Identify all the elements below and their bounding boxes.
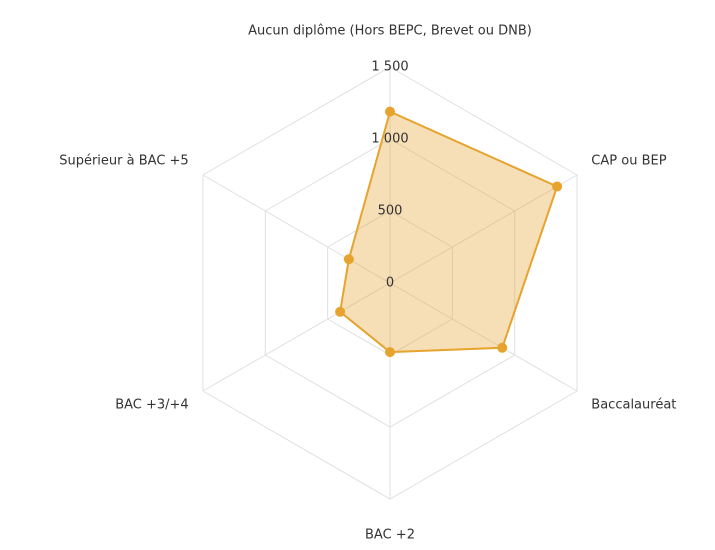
data-point: [335, 306, 346, 317]
y-tick-label: 0: [386, 276, 394, 291]
y-tick-label: 500: [378, 204, 403, 219]
axis-line: [202, 282, 391, 392]
category-label: Aucun diplôme (Hors BEPC, Brevet ou DNB): [248, 24, 532, 39]
area: [339, 110, 559, 354]
axis-line: [389, 282, 578, 392]
y-tick-label: 1 000: [371, 132, 408, 147]
data-point: [552, 181, 563, 192]
axis-line: [202, 174, 391, 284]
y-tick-label: 1 500: [371, 60, 408, 75]
category-label: BAC +2: [365, 528, 415, 543]
data-point: [385, 106, 395, 117]
data-point: [343, 254, 354, 265]
axis-line: [389, 174, 578, 284]
data-point: [497, 342, 508, 353]
category-label: CAP ou BEP: [591, 154, 666, 169]
category-label: BAC +3/+4: [115, 398, 189, 413]
category-label: Baccalauréat: [591, 398, 676, 413]
data-point: [385, 347, 395, 358]
category-label: Supérieur à BAC +5: [59, 154, 188, 169]
